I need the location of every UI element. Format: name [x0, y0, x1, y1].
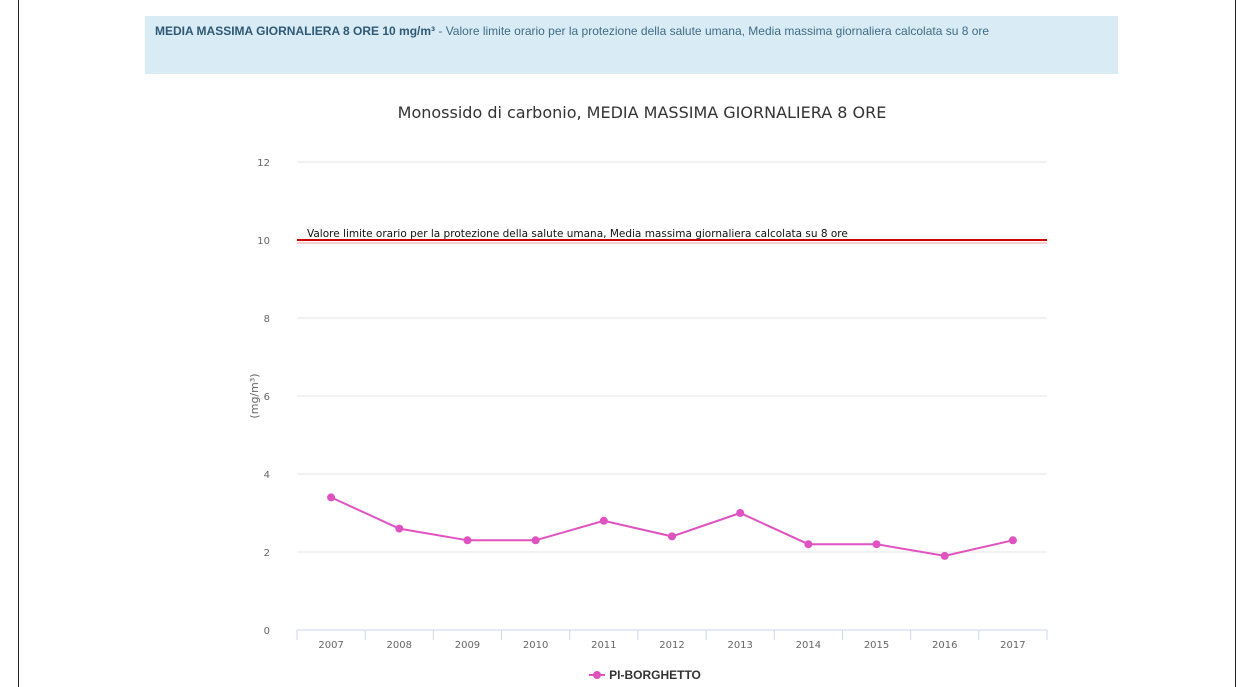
data-point[interactable]	[872, 540, 881, 549]
limit-info-banner: MEDIA MASSIMA GIORNALIERA 8 ORE 10 mg/m³…	[145, 16, 1118, 74]
x-tick-label: 2011	[591, 640, 616, 651]
x-tick-label: 2014	[796, 640, 821, 651]
limit-title: MEDIA MASSIMA GIORNALIERA 8 ORE 10 mg/m³	[155, 24, 436, 38]
legend-item-pi-borghetto[interactable]: PI-BORGHETTO	[589, 668, 701, 682]
series-line-pi-borghetto	[330, 496, 1014, 557]
page-frame	[18, 0, 1236, 687]
data-point[interactable]	[463, 536, 472, 545]
y-tick-label: 8	[264, 314, 270, 325]
x-tick-label: 2016	[932, 640, 957, 651]
x-tick-label: 2009	[455, 640, 480, 651]
x-tick-label: 2010	[523, 640, 548, 651]
data-point[interactable]	[668, 532, 676, 541]
x-tick-label: 2012	[659, 640, 684, 651]
y-tick-label: 6	[264, 392, 270, 403]
chart-legend: PI-BORGHETTO	[230, 665, 1060, 687]
data-point[interactable]	[1008, 536, 1017, 545]
legend-label: PI-BORGHETTO	[609, 668, 701, 682]
limit-description: - Valore limite orario per la protezione…	[435, 24, 990, 38]
data-point[interactable]	[940, 551, 949, 560]
data-point[interactable]	[395, 524, 404, 533]
x-tick-label: 2013	[727, 640, 752, 651]
x-tick-label: 2007	[318, 640, 343, 651]
y-tick-label: 2	[264, 548, 270, 559]
chart-container: Monossido di carbonio, MEDIA MASSIMA GIO…	[230, 90, 1060, 687]
data-point[interactable]	[531, 536, 540, 545]
x-tick-label: 2015	[864, 640, 889, 651]
y-axis-label: (mg/m³)	[248, 373, 261, 418]
co-line-chart: Monossido di carbonio, MEDIA MASSIMA GIO…	[248, 103, 1048, 651]
chart-title: Monossido di carbonio, MEDIA MASSIMA GIO…	[398, 103, 887, 122]
threshold-label: Valore limite orario per la protezione d…	[307, 228, 848, 240]
y-tick-label: 10	[257, 236, 270, 247]
legend-marker-icon	[589, 670, 606, 680]
data-point[interactable]	[327, 493, 336, 502]
y-tick-label: 4	[264, 470, 270, 481]
data-point[interactable]	[599, 516, 608, 525]
y-tick-label: 0	[264, 626, 270, 637]
y-tick-label: 12	[257, 158, 270, 169]
data-point[interactable]	[736, 509, 745, 517]
x-tick-label: 2008	[387, 640, 412, 651]
x-tick-label: 2017	[1000, 640, 1025, 651]
data-point[interactable]	[804, 540, 813, 549]
